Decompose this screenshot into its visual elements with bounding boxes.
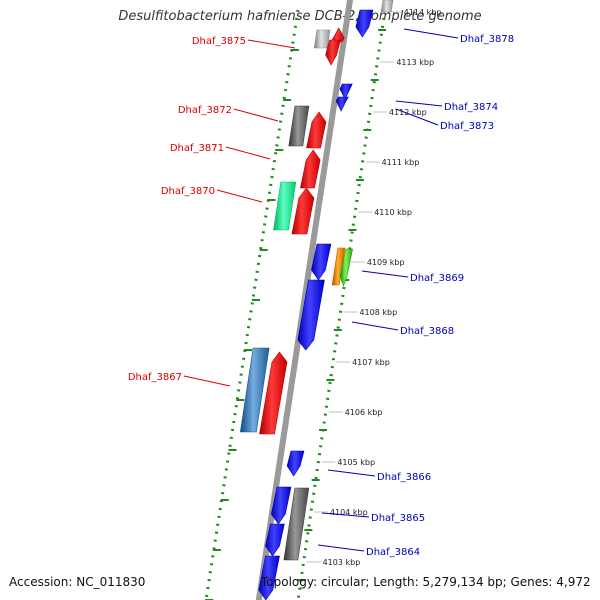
kbp-tick-label: 4106 kbp <box>345 408 383 417</box>
topology-text: Topology: circular; Length: 5,279,134 bp… <box>261 575 591 589</box>
label-dhaf-3878-leader <box>403 28 459 39</box>
label-dhaf-3875[interactable]: Dhaf_3875 <box>192 36 246 47</box>
kbp-tick-label: 4105 kbp <box>337 458 375 467</box>
gene-dhaf-3870-a[interactable] <box>273 181 297 231</box>
label-dhaf-3872[interactable]: Dhaf_3872 <box>178 105 232 116</box>
gene-dhaf-3869-c[interactable] <box>339 248 354 287</box>
gene-dhaf-3872-b[interactable] <box>306 111 327 149</box>
label-dhaf-3865[interactable]: Dhaf_3865 <box>371 513 425 524</box>
gene-dhaf-3878-gray[interactable] <box>380 0 394 13</box>
label-dhaf-3874[interactable]: Dhaf_3874 <box>444 102 498 113</box>
label-dhaf-3868-leader <box>351 321 399 331</box>
gene-dhaf-3870-b[interactable] <box>291 187 315 235</box>
label-dhaf-3864-leader <box>317 544 365 552</box>
label-dhaf-3871[interactable]: Dhaf_3871 <box>170 143 224 154</box>
accession-text: Accession: NC_011830 <box>9 575 146 589</box>
label-dhaf-3865-leader <box>321 512 370 518</box>
gene-dhaf-3865-a[interactable] <box>271 486 292 525</box>
gene-dhaf-3864-a[interactable] <box>265 523 285 557</box>
label-dhaf-3870[interactable]: Dhaf_3870 <box>161 186 215 197</box>
inner-dotted-track <box>204 9 300 600</box>
label-dhaf-3874-leader <box>395 100 443 107</box>
label-dhaf-3864[interactable]: Dhaf_3864 <box>366 547 420 558</box>
label-dhaf-3878[interactable]: Dhaf_3878 <box>460 34 514 45</box>
gene-dhaf-3872-a[interactable] <box>288 105 310 147</box>
gene-dhaf-3864-b[interactable] <box>258 555 280 600</box>
label-dhaf-3875-leader <box>247 39 296 49</box>
label-dhaf-3872-leader <box>233 108 279 122</box>
kbp-tick-label: 4112 kbp <box>389 108 427 117</box>
label-dhaf-3868[interactable]: Dhaf_3868 <box>400 326 454 337</box>
outer-dotted-track <box>296 9 387 600</box>
kbp-tick-label: 4109 kbp <box>367 258 405 267</box>
gene-dhaf-3869-a[interactable] <box>311 243 332 281</box>
gene-dhaf-3874[interactable] <box>339 83 353 100</box>
kbp-tick-label: 4107 kbp <box>352 358 390 367</box>
gene-dhaf-3869-b[interactable] <box>331 247 346 286</box>
kbp-tick-label: 4111 kbp <box>382 158 420 167</box>
label-dhaf-3873[interactable]: Dhaf_3873 <box>440 121 494 132</box>
kbp-tick-label: 4108 kbp <box>359 308 397 317</box>
kbp-tick-label: 4113 kbp <box>396 58 434 67</box>
kbp-tick-label: 4110 kbp <box>374 208 412 217</box>
label-dhaf-3869-leader <box>361 270 409 278</box>
map-title: Desulfitobacterium hafniense DCB-2, comp… <box>118 9 482 24</box>
gene-dhaf-3871[interactable] <box>300 149 321 189</box>
gene-dhaf-3867-b[interactable] <box>259 351 288 435</box>
label-dhaf-3866-leader <box>327 469 376 477</box>
gene-dhaf-3875-c[interactable] <box>325 39 341 66</box>
label-dhaf-3873-leader <box>395 108 439 126</box>
gene-dhaf-3878[interactable] <box>355 9 374 38</box>
label-dhaf-3867-leader <box>183 375 231 387</box>
kbp-tick-label: 4114 kbp <box>404 8 442 17</box>
gene-dhaf-3873[interactable] <box>335 96 349 112</box>
gene-dhaf-3875-a[interactable] <box>313 29 331 49</box>
kbp-tick-label: 4103 kbp <box>323 558 361 567</box>
label-dhaf-3869[interactable]: Dhaf_3869 <box>410 273 464 284</box>
label-dhaf-3871-leader <box>225 146 271 160</box>
kbp-tick-label: 4104 kbp <box>330 508 368 517</box>
gene-dhaf-3866[interactable] <box>286 450 305 477</box>
gene-dhaf-3867-a[interactable] <box>239 347 270 433</box>
label-dhaf-3870-leader <box>216 189 263 203</box>
gene-dhaf-3868[interactable] <box>297 279 325 351</box>
label-dhaf-3866[interactable]: Dhaf_3866 <box>377 472 431 483</box>
label-dhaf-3867[interactable]: Dhaf_3867 <box>128 372 182 383</box>
gene-dhaf-3865-b[interactable] <box>283 487 310 561</box>
